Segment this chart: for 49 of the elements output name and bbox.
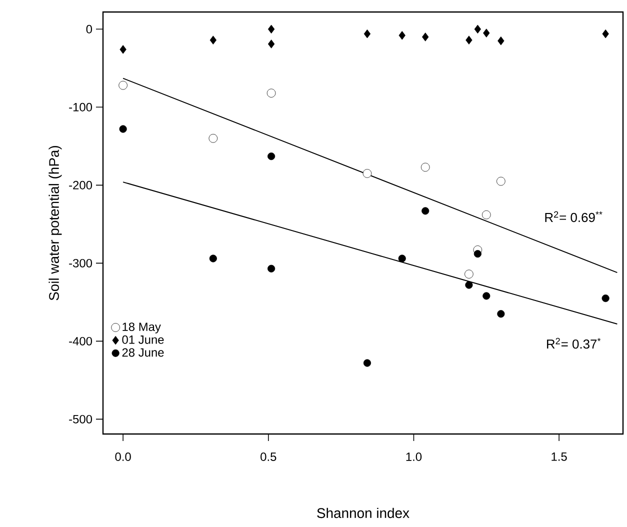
annotation: R$^{2}$= 0.37$^{*}$ <box>547 338 601 349</box>
point <box>465 281 473 289</box>
point <box>474 250 482 258</box>
point <box>120 45 126 54</box>
point <box>364 29 371 38</box>
point <box>422 207 430 215</box>
y-axis-title: Soil water potential (hPa) <box>48 146 62 300</box>
point <box>422 32 429 42</box>
point <box>268 152 276 160</box>
y-tick-label: -100 <box>69 102 92 112</box>
y-tick-label: -200 <box>69 180 92 190</box>
point <box>266 88 276 98</box>
point <box>210 36 216 44</box>
point <box>602 29 609 38</box>
point <box>118 80 128 90</box>
point <box>497 310 505 318</box>
point <box>483 28 490 38</box>
x-tick-label: 0.5 <box>260 452 276 461</box>
point <box>119 125 127 133</box>
legend-label: 18 May <box>122 322 161 334</box>
point <box>466 36 472 44</box>
legend-label: 01 June <box>122 335 164 344</box>
point <box>268 24 275 34</box>
point <box>496 176 506 186</box>
point <box>464 270 474 278</box>
y-tick-label: -300 <box>69 258 92 268</box>
point <box>420 162 430 172</box>
y-tick-label: 0 <box>86 24 92 34</box>
point <box>208 134 218 143</box>
point <box>209 254 217 262</box>
point <box>268 264 276 272</box>
x-tick-label: 0.0 <box>115 452 131 461</box>
point <box>268 40 275 48</box>
point <box>482 292 490 300</box>
y-tick-label: -400 <box>69 336 92 346</box>
point <box>482 210 491 220</box>
legend-label: 28 June <box>122 348 164 357</box>
point <box>362 169 372 178</box>
y-tick-label: -500 <box>69 414 92 424</box>
point <box>602 294 610 302</box>
point <box>474 24 482 34</box>
point <box>398 254 406 262</box>
x-tick-label: 1.5 <box>552 452 567 461</box>
x-axis-title: Shannon index <box>317 508 410 518</box>
point <box>498 36 504 46</box>
x-tick-label: 1.0 <box>406 452 422 461</box>
point <box>363 359 372 367</box>
annotation: R$^{2}$= 0.69$^{**}$ <box>545 211 602 222</box>
point <box>398 31 406 40</box>
